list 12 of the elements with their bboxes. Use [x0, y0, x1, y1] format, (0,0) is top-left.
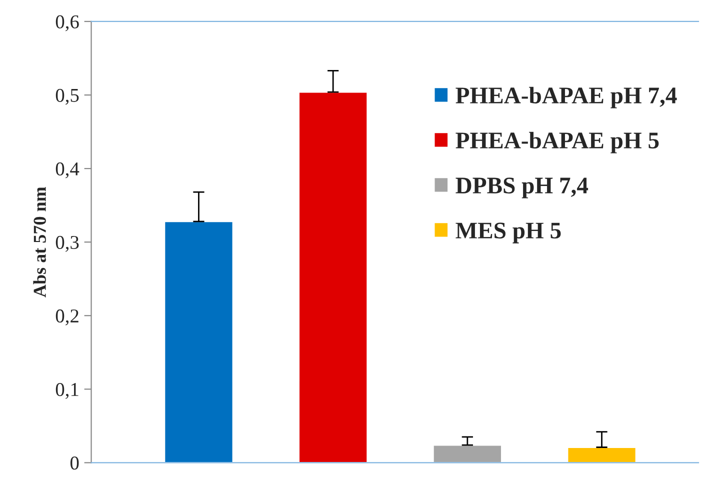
- legend-label: PHEA-bAPAE pH 7,4: [456, 86, 677, 108]
- y-tick-label: 0: [70, 456, 79, 470]
- y-tick-label: 0,4: [56, 162, 80, 178]
- y-axis-title: Abs at 570 nm: [33, 186, 46, 298]
- legend-label: MES pH 5: [456, 222, 561, 244]
- y-tick-label: 0,3: [56, 236, 79, 252]
- legend-label: DPBS pH 7,4: [456, 178, 588, 198]
- y-tick-label: 0,2: [56, 309, 78, 326]
- y-tick-label: 0,5: [56, 88, 79, 105]
- y-tick-label: 0,1: [56, 382, 78, 399]
- y-tick-label: 0,6: [56, 15, 79, 32]
- legend-label: PHEA-bAPAE pH 5: [456, 132, 659, 154]
